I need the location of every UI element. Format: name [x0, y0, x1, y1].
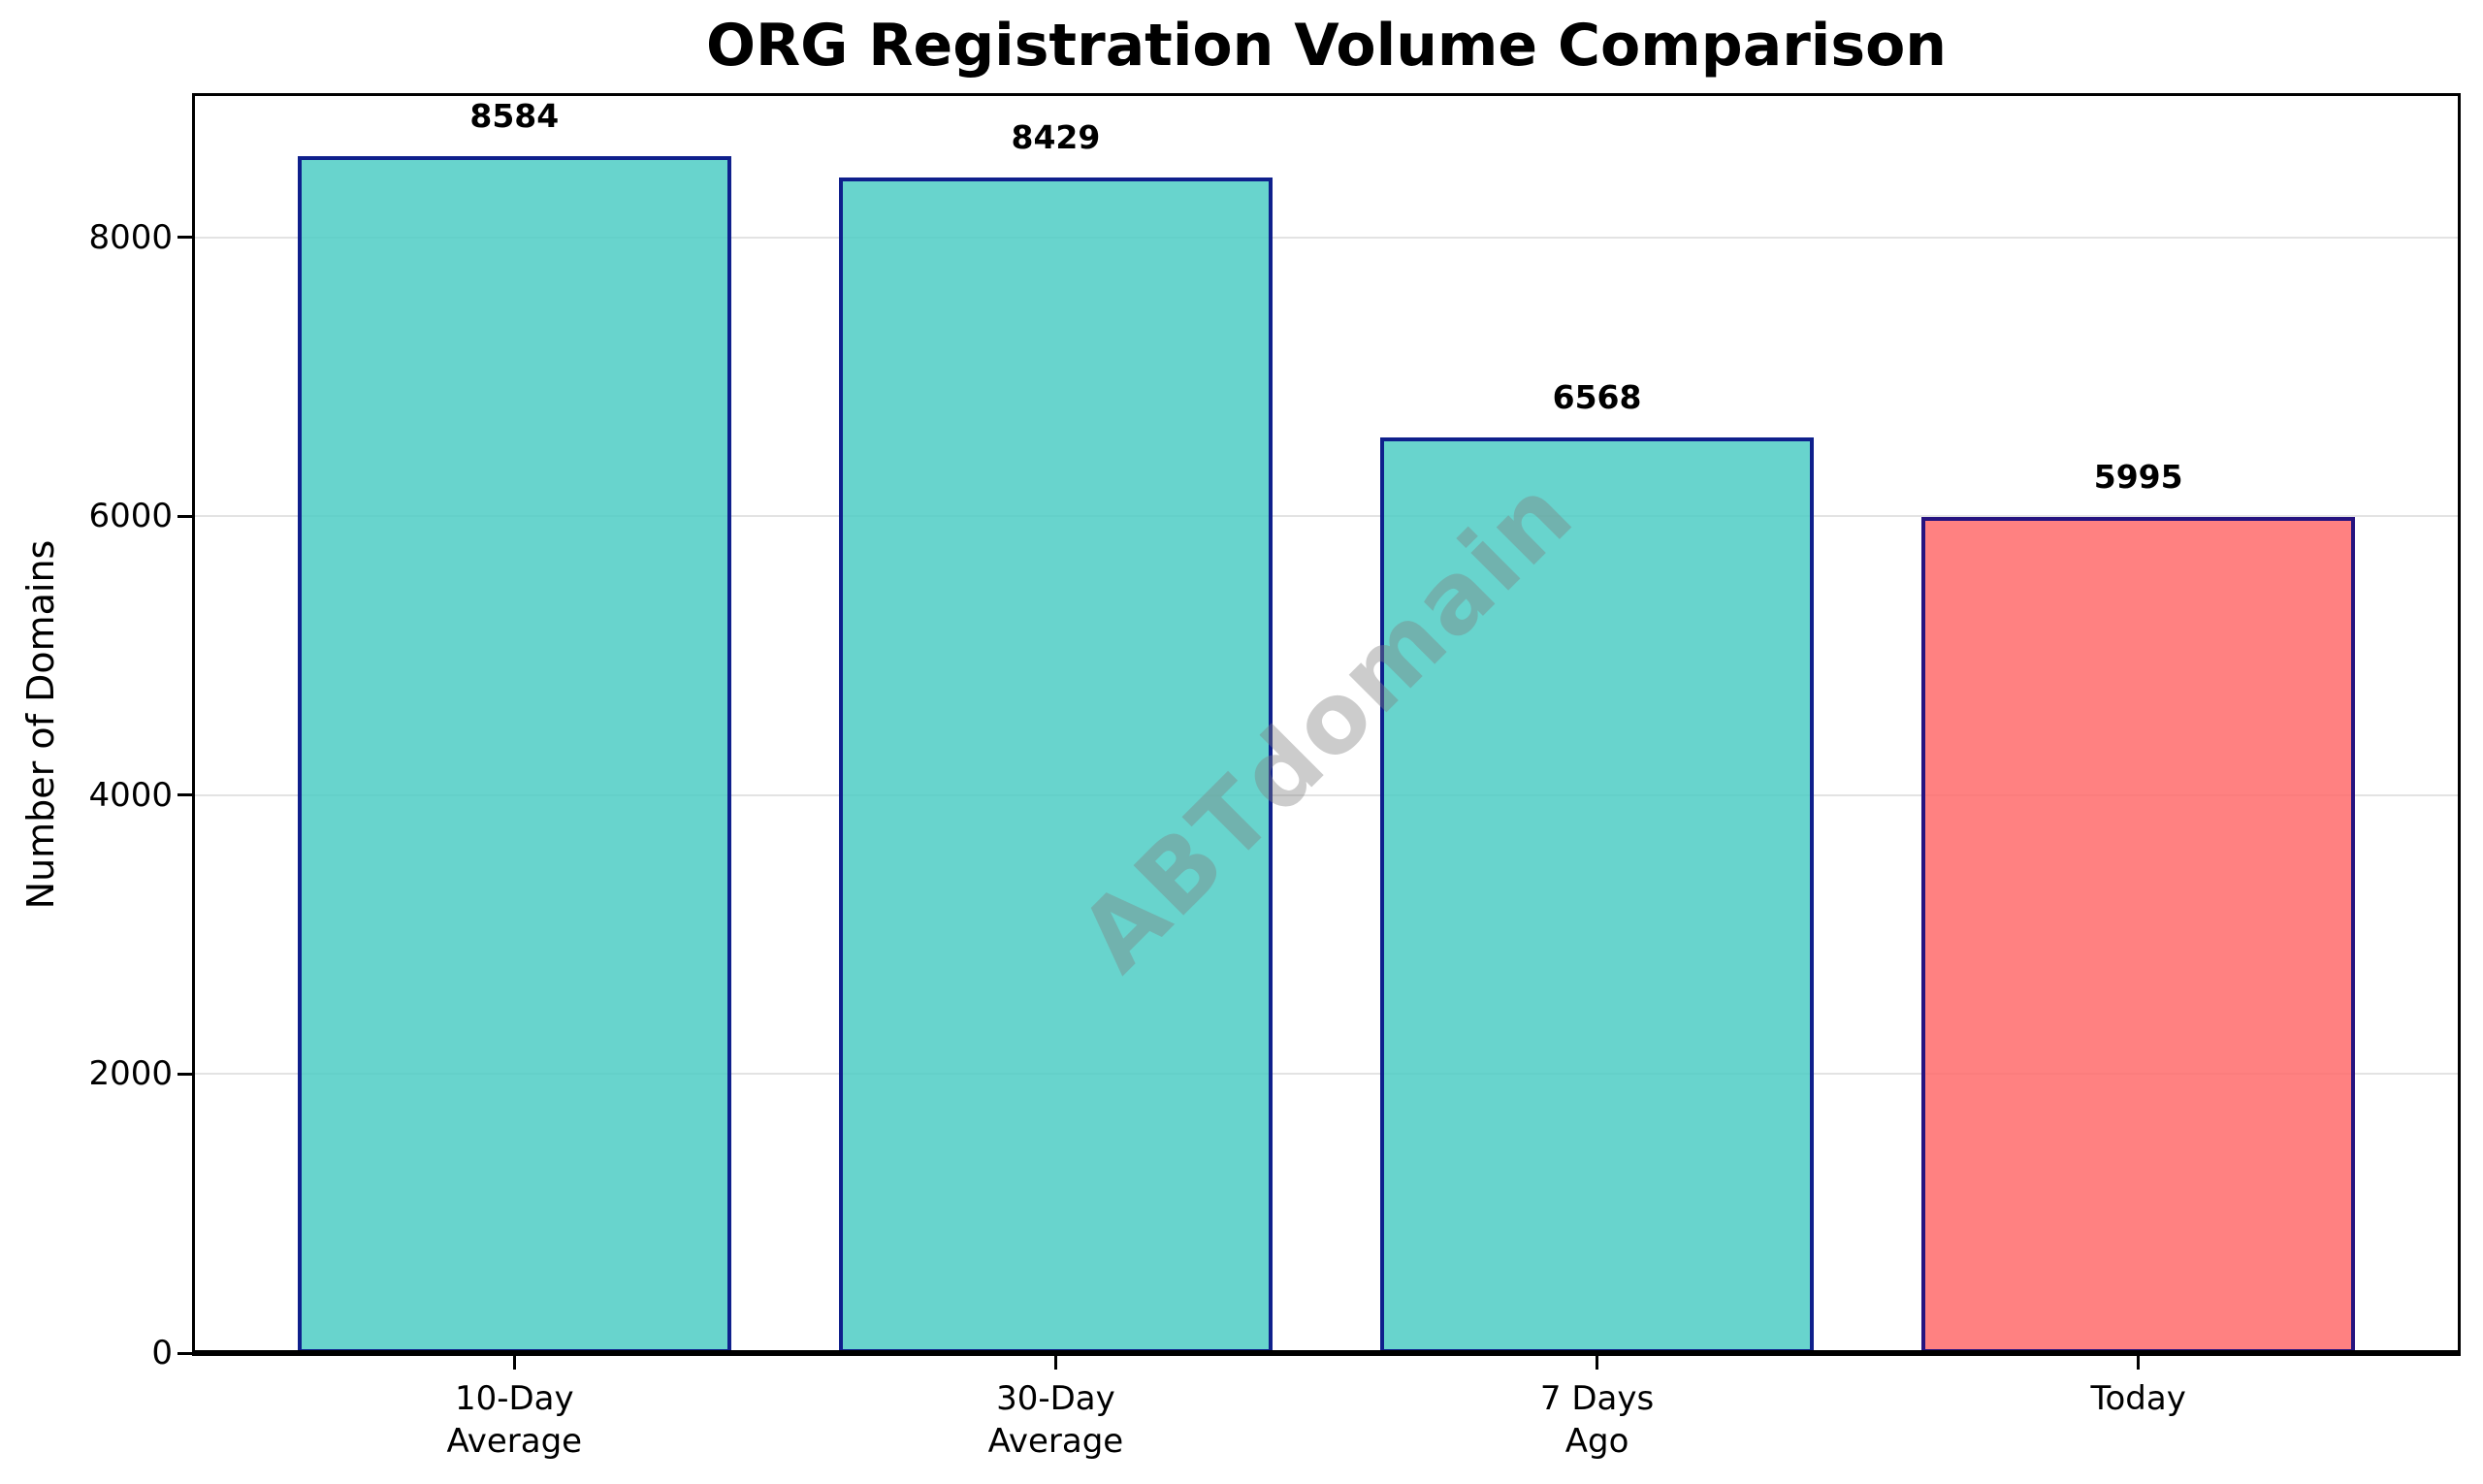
x-tick-label: Today — [2090, 1379, 2186, 1418]
y-tick — [177, 236, 192, 240]
grid-line — [195, 1073, 2458, 1076]
x-tick-label: 10-Day Average — [446, 1379, 583, 1461]
x-tick — [512, 1356, 516, 1370]
bar-0 — [298, 155, 731, 1353]
bar-value-label: 6568 — [1552, 377, 1642, 416]
bar-1 — [839, 177, 1273, 1353]
y-tick-label: 2000 — [88, 1054, 173, 1094]
y-tick — [177, 1072, 192, 1076]
x-tick — [1053, 1356, 1057, 1370]
grid-line — [195, 515, 2458, 518]
chart-title: ORG Registration Volume Comparison — [705, 12, 1948, 80]
bar-value-label: 8429 — [1011, 117, 1101, 156]
y-tick-label: 4000 — [88, 775, 173, 815]
x-tick — [1596, 1356, 1599, 1370]
y-tick — [177, 1351, 192, 1355]
bar-2 — [1380, 436, 1814, 1353]
plot-area: ABTdomain 8584 8429 6568 5995 — [192, 93, 2461, 1356]
x-tick-label: 7 Days Ago — [1539, 1379, 1655, 1461]
grid-line — [195, 793, 2458, 796]
y-tick-label: 6000 — [88, 497, 173, 536]
bar-value-label: 8584 — [469, 96, 560, 135]
y-tick — [177, 793, 192, 797]
y-tick-label: 0 — [151, 1334, 173, 1372]
bar-value-label: 5995 — [2093, 457, 2183, 496]
x-tick-label: 30-Day Average — [987, 1379, 1124, 1461]
x-axis-line — [195, 1350, 2458, 1353]
bar-3 — [1921, 516, 2355, 1353]
x-tick — [2137, 1356, 2141, 1370]
y-tick-label: 8000 — [88, 217, 173, 257]
y-axis-label: Number of Domains — [19, 539, 62, 910]
y-tick — [177, 514, 192, 518]
grid-line — [195, 236, 2458, 239]
